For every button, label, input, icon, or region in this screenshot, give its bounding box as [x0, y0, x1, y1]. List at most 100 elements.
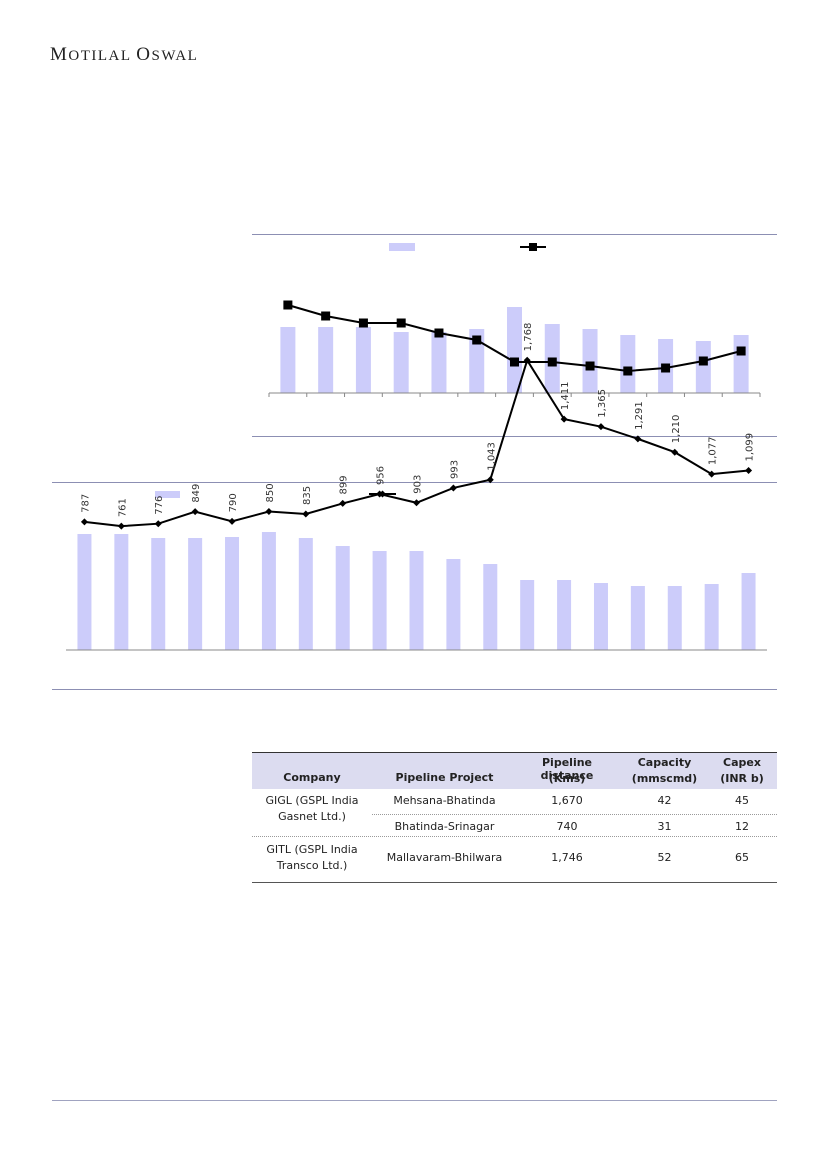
chart2-bar: [704, 584, 719, 650]
chart1-bar: [318, 327, 334, 393]
chart2-bar: [593, 583, 608, 650]
row2-distance: 740: [556, 820, 578, 833]
row1-distance: 1,670: [551, 794, 583, 807]
chart2-data-label: 1,210: [671, 415, 682, 444]
logo-text-swal: SWAL: [151, 48, 199, 64]
row-divider: [372, 814, 777, 815]
chart2-data-label: 1,291: [634, 401, 645, 430]
chart1-bar: [695, 341, 711, 393]
group1-company-l1: GIGL (GSPL India: [265, 794, 359, 807]
chart2-bar: [409, 551, 424, 650]
header-capex-l1: Capex: [723, 756, 761, 769]
table-bottom-rule: [252, 882, 777, 883]
chart1-bar: [431, 332, 447, 393]
chart2-data-label: 1,043: [486, 442, 497, 471]
chart2-line-marker: [708, 470, 716, 478]
chart2-bar: [261, 532, 276, 650]
chart1-line-marker: [358, 318, 368, 328]
chart2-bar: [298, 538, 313, 650]
chart1-line-marker: [623, 366, 633, 376]
chart1-line-marker: [661, 363, 671, 373]
header-distance-l1: Pipeline distance: [540, 756, 594, 782]
chart2-data-label: 790: [228, 493, 239, 512]
table-header-row: Company Pipeline Project Pipeline distan…: [252, 752, 777, 789]
chart2-data-label: 849: [191, 484, 202, 503]
row3-capacity: 52: [657, 851, 672, 864]
chart1-bottom-rule: [252, 436, 777, 437]
chart2-line-marker: [154, 520, 162, 528]
header-capex-l2: (INR b): [720, 772, 764, 785]
logo-text-otilal: OTILAL: [68, 48, 137, 64]
row1-capex: 45: [735, 794, 749, 807]
header-project: Pipeline Project: [395, 771, 494, 784]
chart1-line-marker: [585, 361, 595, 371]
row2-capacity: 31: [657, 820, 672, 833]
chart1-line-marker: [547, 357, 557, 367]
chart2-data-label: 956: [376, 466, 387, 485]
row3-capex: 65: [735, 851, 749, 864]
chart2-data-label: 835: [302, 486, 313, 505]
chart2-data-label: 787: [80, 494, 91, 513]
chart2-line-marker: [634, 435, 642, 443]
chart1-line-marker: [510, 357, 519, 367]
header-capacity-l1: Capacity: [637, 756, 692, 769]
chart2-line-marker: [449, 484, 457, 492]
company-logo: MOTILAL OSWAL: [50, 44, 198, 66]
chart1-bar: [620, 335, 636, 393]
chart1-line-marker: [434, 328, 444, 338]
chart1-line-marker: [698, 356, 708, 366]
chart2-line-marker: [302, 510, 310, 518]
chart2-line-marker: [117, 522, 125, 530]
chart1-line-marker: [736, 346, 746, 356]
chart2-bottom-rule: [52, 689, 777, 690]
chart1-bar: [582, 329, 598, 393]
chart2-line-marker: [671, 448, 679, 456]
chart2-line-marker: [265, 508, 273, 516]
row3-distance: 1,746: [551, 851, 583, 864]
header-company: Company: [283, 771, 341, 784]
row2-capex: 12: [735, 820, 749, 833]
chart2-line-marker: [339, 499, 347, 507]
chart2-bar: [446, 559, 461, 650]
chart2-data-label: 850: [265, 483, 276, 502]
group1-company-l2: Gasnet Ltd.): [278, 810, 346, 823]
row3-project: Mallavaram-Bhilwara: [386, 851, 503, 864]
legend-bar-swatch: [155, 491, 180, 498]
chart2-line-marker: [228, 517, 236, 525]
chart2-bar: [520, 580, 535, 650]
chart2-data-label: 1,077: [708, 436, 719, 465]
chart2-bar: [372, 551, 387, 650]
chart2-data-label: 1,365: [597, 389, 608, 418]
chart2-data-label: 899: [339, 475, 350, 494]
logo-initial-m: M: [50, 44, 69, 65]
legend-bar-swatch: [389, 243, 415, 251]
chart2-bar: [483, 564, 498, 650]
chart1-bar: [355, 327, 371, 393]
chart2-data-label: 761: [117, 498, 128, 517]
chart2-line-marker: [80, 518, 88, 526]
chart2-bar: [630, 586, 645, 650]
chart1-bar: [280, 327, 296, 393]
chart2-bar: [557, 580, 572, 650]
chart2-line-marker: [191, 508, 199, 516]
chart2-bar: [77, 534, 92, 650]
header-capacity-l2: (mmscmd): [631, 772, 698, 785]
chart2-line-marker: [376, 490, 384, 498]
group2-company-l1: GITL (GSPL India: [266, 843, 358, 856]
chart2-data-label: 1,099: [745, 433, 756, 462]
chart2-bar: [114, 534, 129, 650]
logo-initial-o: O: [136, 44, 152, 65]
chart2-data-label: 993: [449, 460, 460, 479]
row1-project: Mehsana-Bhatinda: [393, 794, 496, 807]
chart2-line-marker: [745, 466, 753, 474]
chart2-data-label: 1,411: [560, 381, 571, 410]
chart1-line-marker: [321, 311, 331, 321]
chart2-data-label: 1,768: [523, 323, 534, 352]
chart1-line-marker: [396, 318, 406, 328]
chart1-bar: [469, 329, 485, 393]
chart2-line-marker: [486, 476, 494, 484]
chart1-top-rule: [252, 234, 777, 235]
chart1-line-marker: [283, 300, 293, 310]
